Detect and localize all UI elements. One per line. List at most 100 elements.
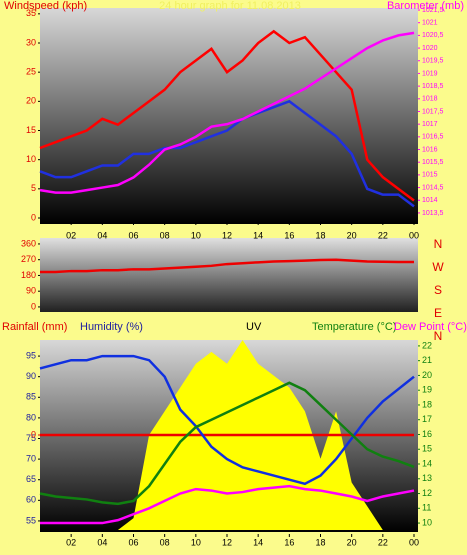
y-tick-label: 90 bbox=[26, 286, 36, 296]
series-line bbox=[40, 258, 414, 274]
y2-tick-label: 1016,5 bbox=[422, 134, 444, 141]
y2-tick-label: 1016 bbox=[422, 146, 438, 153]
y-tick-label: 25 bbox=[26, 67, 36, 77]
y-tick-label: 90 bbox=[26, 371, 36, 381]
direction-label: N bbox=[434, 237, 443, 251]
rain-tick-label: 0 bbox=[31, 429, 36, 439]
y-tick-label: 55 bbox=[26, 515, 36, 525]
x-tick-label: 10 bbox=[191, 537, 201, 547]
y2-tick-label: 11 bbox=[422, 503, 431, 513]
direction-label: S bbox=[434, 283, 442, 297]
y-tick-label: 35 bbox=[26, 8, 36, 18]
y2-tick-label: 1021,5 bbox=[422, 7, 444, 14]
y2-tick-label: 1021 bbox=[422, 20, 438, 27]
y2-tick-label: 19 bbox=[422, 385, 432, 395]
series-line bbox=[39, 29, 415, 202]
y-tick-label: 180 bbox=[21, 270, 36, 280]
y2-tick-label: 1019,5 bbox=[422, 58, 444, 65]
x-tick-label: 12 bbox=[222, 537, 232, 547]
y2-tick-label: 1018,5 bbox=[422, 83, 444, 90]
rain-label: Rainfall (mm) bbox=[2, 321, 67, 333]
dewpoint-label: Dew Point (°C) bbox=[394, 321, 467, 333]
y-tick-label: 270 bbox=[21, 254, 36, 264]
y-tick-label: 95 bbox=[26, 350, 36, 360]
y2-tick-label: 1020,5 bbox=[422, 32, 444, 39]
y2-tick-label: 1018 bbox=[422, 96, 438, 103]
y2-axis-label: Barometer (mb) bbox=[387, 0, 464, 12]
x-tick-label: 10 bbox=[191, 230, 201, 240]
y2-tick-label: 1019 bbox=[422, 70, 438, 77]
y2-tick-label: 1015 bbox=[422, 172, 438, 179]
uv-label: UV bbox=[246, 321, 262, 333]
x-tick-label: 22 bbox=[378, 537, 388, 547]
chart-title: 24 hour graph for 11.08.2013 bbox=[159, 0, 301, 12]
y-tick-label: 30 bbox=[26, 37, 36, 47]
direction-label: W bbox=[432, 260, 444, 274]
y-tick-label: 5 bbox=[31, 183, 36, 193]
y2-tick-label: 22 bbox=[422, 340, 432, 350]
x-tick-label: 04 bbox=[97, 537, 107, 547]
y2-tick-label: 1017,5 bbox=[422, 108, 444, 115]
x-tick-label: 02 bbox=[66, 230, 76, 240]
y-tick-label: 60 bbox=[26, 495, 36, 505]
plot-area bbox=[40, 8, 418, 224]
y2-tick-label: 16 bbox=[422, 429, 432, 439]
x-tick-label: 14 bbox=[253, 537, 263, 547]
y2-tick-label: 1013,5 bbox=[422, 210, 444, 217]
y-tick-label: 75 bbox=[26, 433, 36, 443]
y2-tick-label: 1017 bbox=[422, 121, 438, 128]
y-tick-label: 65 bbox=[26, 474, 36, 484]
x-tick-label: 06 bbox=[128, 230, 138, 240]
x-tick-label: 08 bbox=[160, 537, 170, 547]
plot-area bbox=[40, 238, 418, 312]
x-tick-label: 22 bbox=[378, 230, 388, 240]
x-tick-label: 00 bbox=[409, 537, 419, 547]
x-tick-label: 16 bbox=[284, 230, 294, 240]
x-tick-label: 08 bbox=[160, 230, 170, 240]
y-tick-label: 80 bbox=[26, 412, 36, 422]
y2-tick-label: 15 bbox=[422, 444, 432, 454]
x-tick-label: 20 bbox=[347, 230, 357, 240]
series-line bbox=[40, 484, 415, 525]
x-tick-label: 06 bbox=[128, 537, 138, 547]
y2-tick-label: 14 bbox=[422, 458, 432, 468]
x-tick-label: 18 bbox=[315, 230, 325, 240]
y2-tick-label: 1014,5 bbox=[422, 184, 444, 191]
x-tick-label: 00 bbox=[409, 230, 419, 240]
y2-tick-label: 12 bbox=[422, 488, 432, 498]
series-line bbox=[39, 99, 415, 208]
y2-tick-label: 13 bbox=[422, 473, 432, 483]
x-tick-label: 14 bbox=[253, 230, 263, 240]
y2-tick-label: 1015,5 bbox=[422, 159, 444, 166]
y-tick-label: 10 bbox=[26, 154, 36, 164]
y-tick-label: 360 bbox=[21, 238, 36, 248]
y-tick-label: 0 bbox=[31, 212, 36, 222]
x-tick-label: 18 bbox=[315, 537, 325, 547]
x-tick-label: 02 bbox=[66, 537, 76, 547]
y-tick-label: 15 bbox=[26, 125, 36, 135]
series-line bbox=[39, 381, 415, 506]
y-tick-label: 0 bbox=[31, 301, 36, 311]
temperature-label: Temperature (°C) bbox=[312, 321, 396, 333]
humidity-label: Humidity (%) bbox=[80, 321, 143, 333]
y-tick-label: 70 bbox=[26, 453, 36, 463]
x-tick-label: 12 bbox=[222, 230, 232, 240]
y2-tick-label: 21 bbox=[422, 355, 432, 365]
direction-label: E bbox=[434, 306, 442, 320]
x-tick-label: 20 bbox=[347, 537, 357, 547]
y2-tick-label: 10 bbox=[422, 517, 432, 527]
y-axis-label: Windspeed (kph) bbox=[4, 0, 87, 12]
x-tick-label: 04 bbox=[97, 230, 107, 240]
y2-tick-label: 1020 bbox=[422, 45, 438, 52]
direction-label: N bbox=[434, 329, 443, 343]
y-tick-label: 20 bbox=[26, 96, 36, 106]
y2-tick-label: 18 bbox=[422, 399, 432, 409]
y2-tick-label: 20 bbox=[422, 370, 432, 380]
series-line bbox=[39, 354, 415, 486]
x-tick-label: 16 bbox=[284, 537, 294, 547]
series-line bbox=[39, 31, 415, 194]
y2-tick-label: 1014 bbox=[422, 197, 438, 204]
y-tick-label: 85 bbox=[26, 392, 36, 402]
y2-tick-label: 17 bbox=[422, 414, 432, 424]
